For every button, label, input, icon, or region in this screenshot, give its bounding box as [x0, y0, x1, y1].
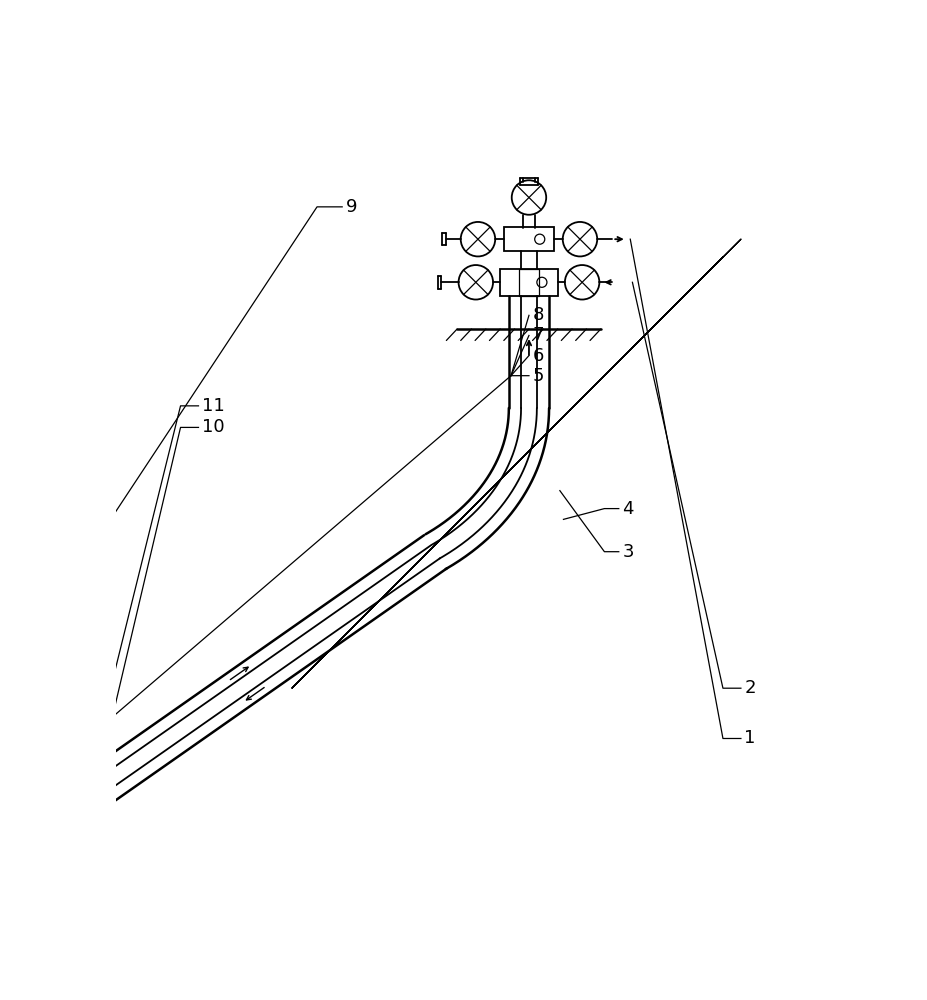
Text: 9: 9	[346, 198, 357, 216]
Polygon shape	[24, 776, 94, 855]
Text: 7: 7	[532, 326, 544, 344]
Text: 1: 1	[744, 729, 756, 747]
Bar	[501, 269, 558, 296]
Bar	[504, 227, 554, 251]
Text: 6: 6	[532, 347, 544, 365]
Text: 3: 3	[622, 543, 634, 561]
Bar	[519, 269, 539, 296]
Text: 2: 2	[744, 679, 756, 697]
Text: 11: 11	[202, 397, 225, 415]
Text: 5: 5	[532, 367, 544, 385]
Text: 4: 4	[622, 500, 634, 518]
Text: 10: 10	[202, 418, 224, 436]
Text: 8: 8	[532, 306, 544, 324]
Polygon shape	[0, 815, 37, 894]
